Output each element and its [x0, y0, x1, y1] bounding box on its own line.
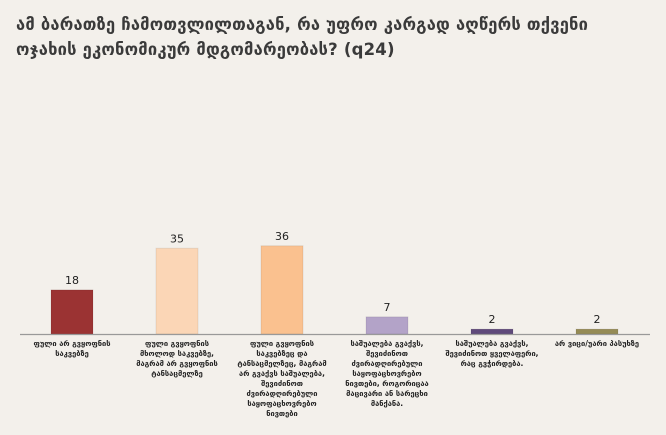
category-label: არ ვიცი/უარი პასუხზე: [554, 339, 640, 348]
category-label: ფული გვყოფნის საკვებზეც და ტანსაცმელზეც,…: [237, 339, 327, 418]
data-label: 18: [65, 274, 79, 287]
data-label: 2: [594, 313, 601, 326]
data-label: 35: [170, 232, 184, 245]
category-label: საშუალება გვაქვს, შევიძინოთ ძვირადღირებუ…: [345, 339, 429, 408]
category-label: საშუალება გვაქვს, შევიძინოთ ყველაფერი, რ…: [445, 339, 539, 368]
bar: [155, 247, 199, 335]
bar: [575, 328, 619, 335]
category-label: ფული გვყოფნის მხოლოდ საკვებზე, მაგრამ არ…: [136, 339, 218, 378]
chart-title: ამ ბარათზე ჩამოთვლილთაგან, რა უფრო კარგა…: [16, 15, 589, 59]
bar: [365, 316, 409, 335]
data-label: 36: [275, 230, 289, 243]
data-label: 2: [489, 313, 496, 326]
bar: [50, 289, 94, 335]
data-label: 7: [384, 301, 391, 314]
bar: [260, 245, 304, 335]
bar: [470, 328, 514, 335]
category-label: ფული არ გვყოფნის საკვებზე: [33, 339, 111, 358]
